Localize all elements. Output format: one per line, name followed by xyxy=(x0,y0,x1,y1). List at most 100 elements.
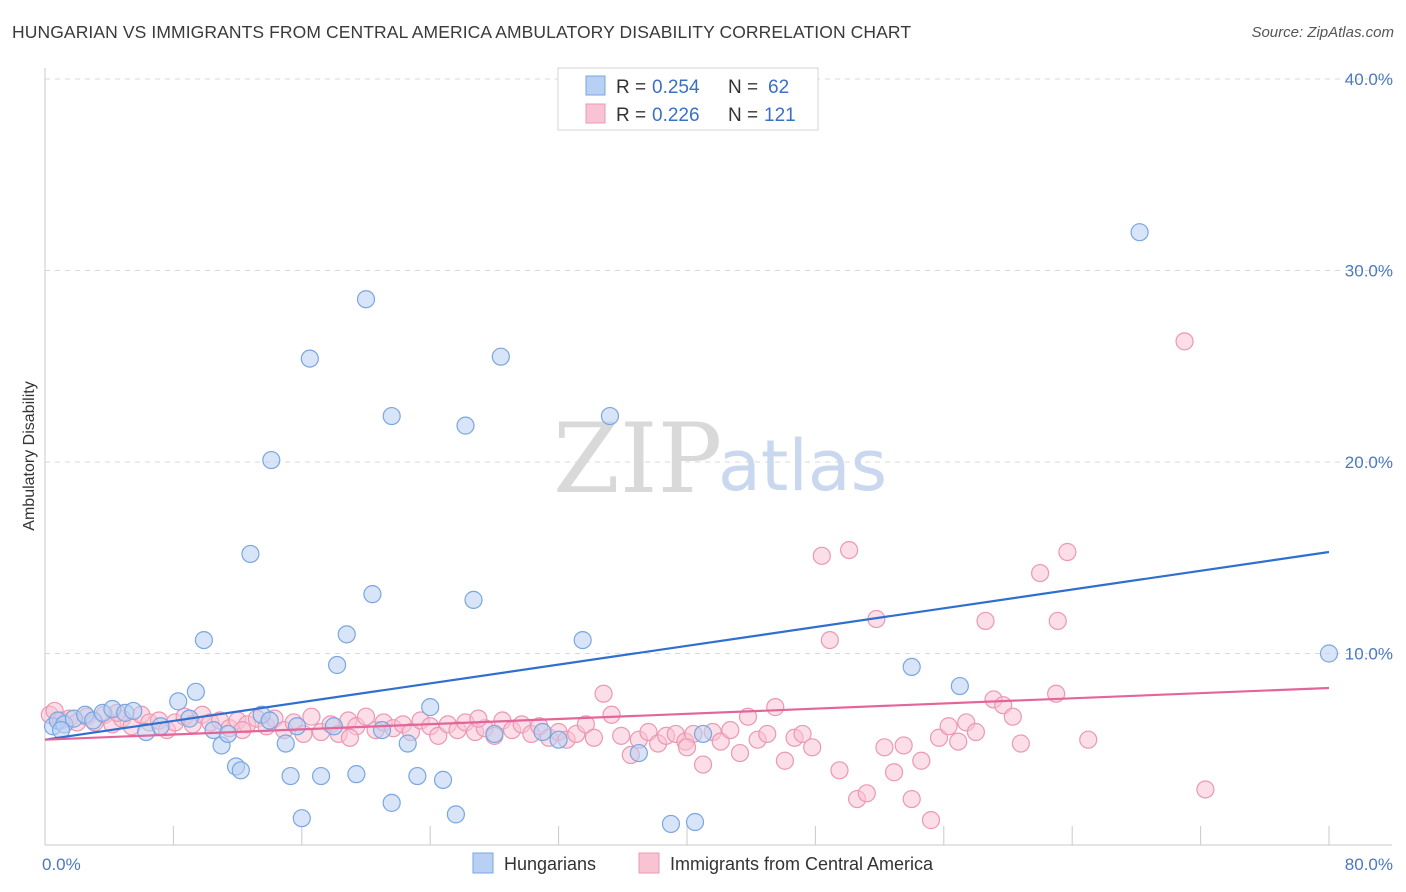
hungarian-point xyxy=(231,761,250,780)
hungarian-point xyxy=(629,743,648,763)
central-america-point xyxy=(1079,730,1098,749)
central-america-point xyxy=(340,728,360,747)
legend-n-label-1: N = xyxy=(728,77,758,98)
hungarian-point xyxy=(281,766,300,786)
x-tick-label-max: 80.0% xyxy=(1345,855,1393,874)
central-america-point xyxy=(1196,780,1215,799)
central-america-point xyxy=(803,738,822,757)
hungarian-point xyxy=(902,657,921,677)
central-america-point xyxy=(356,707,376,726)
central-america-point xyxy=(812,546,831,565)
hungarian-point xyxy=(356,290,376,309)
y-tick-label-10: 10.0% xyxy=(1345,645,1393,664)
legend-r-value-2: 0.226 xyxy=(652,105,700,126)
hungarian-point xyxy=(464,590,483,609)
hungarian-point xyxy=(456,416,475,435)
central-america-point xyxy=(1003,707,1022,726)
grid-lines xyxy=(45,78,1392,654)
hungarian-point xyxy=(194,630,213,650)
y-tick-label-30: 30.0% xyxy=(1345,262,1393,281)
central-america-point xyxy=(884,763,904,782)
hungarian-point xyxy=(382,793,401,812)
hungarian-point xyxy=(337,625,356,644)
central-america-point xyxy=(584,728,604,747)
central-america-point xyxy=(820,630,839,650)
hungarian-point xyxy=(347,765,366,784)
central-america-point xyxy=(894,736,913,755)
hungarian-point xyxy=(287,717,307,736)
bottom-legend-swatch-hungarians xyxy=(472,852,494,874)
y-tick-labels: 10.0% 20.0% 30.0% 40.0% xyxy=(1345,70,1393,664)
central-america-point xyxy=(793,724,812,744)
legend-n-value-2: 121 xyxy=(764,105,796,126)
hungarian-point xyxy=(169,692,188,711)
central-america-point xyxy=(976,611,995,631)
hungarian-point xyxy=(276,734,295,753)
hungarian-point xyxy=(1319,644,1339,663)
hungarian-point xyxy=(485,724,504,744)
legend-swatch-hungarians xyxy=(585,75,606,96)
legend-swatch-central-america xyxy=(585,103,606,124)
hungarian-point xyxy=(421,698,440,717)
legend-r-label-1: R = xyxy=(616,77,646,98)
hungarian-point xyxy=(661,814,681,834)
points-hungarians xyxy=(43,223,1339,834)
bottom-legend-label-hungarians: Hungarians xyxy=(504,854,596,874)
central-america-point xyxy=(758,724,777,744)
hungarian-point xyxy=(218,724,238,744)
legend-n-value-1: 62 xyxy=(768,77,789,98)
hungarian-point xyxy=(300,349,319,368)
bottom-legend: Hungarians Immigrants from Central Ameri… xyxy=(472,852,934,874)
legend-r-value-1: 0.254 xyxy=(652,77,700,98)
hungarian-point xyxy=(533,722,552,742)
central-america-point xyxy=(939,717,958,736)
central-america-point xyxy=(766,698,785,717)
y-tick-label-20: 20.0% xyxy=(1345,453,1393,472)
hungarian-point xyxy=(328,655,347,675)
central-america-point xyxy=(612,726,631,745)
central-america-point xyxy=(594,684,613,703)
watermark-atlas: atlas xyxy=(718,425,887,507)
hungarian-point xyxy=(491,347,510,366)
hungarian-point xyxy=(151,717,170,736)
central-america-point xyxy=(576,715,595,734)
hungarian-point xyxy=(324,717,343,736)
hungarian-point xyxy=(408,766,427,786)
legend-r-label-2: R = xyxy=(616,105,646,126)
central-america-point xyxy=(857,784,876,803)
hungarian-point xyxy=(950,676,969,696)
hungarian-point xyxy=(372,720,392,740)
hungarian-point xyxy=(124,701,143,721)
hungarian-point xyxy=(311,766,331,786)
correlation-legend: R = 0.254 N = 62 R = 0.226 N = 121 xyxy=(557,67,819,131)
hungarian-point xyxy=(446,805,465,824)
central-america-point xyxy=(875,738,894,757)
central-america-point xyxy=(830,761,849,780)
hungarian-point xyxy=(549,730,568,749)
hungarian-point xyxy=(186,682,205,701)
bottom-legend-label-central-america: Immigrants from Central America xyxy=(670,854,934,874)
trend-line-central-america xyxy=(44,686,1330,741)
central-america-point xyxy=(693,755,713,774)
hungarian-point xyxy=(382,406,401,426)
central-america-point xyxy=(721,720,740,740)
trend-lines xyxy=(44,550,1330,741)
central-america-point xyxy=(921,811,941,830)
central-america-point xyxy=(1175,332,1194,351)
hungarian-point xyxy=(685,812,705,832)
y-tick-label-40: 40.0% xyxy=(1345,70,1393,89)
central-america-point xyxy=(1030,563,1050,583)
hungarian-point xyxy=(693,724,713,744)
hungarian-point xyxy=(260,711,279,730)
central-america-point xyxy=(1048,611,1067,631)
central-america-point xyxy=(469,709,488,728)
hungarian-point xyxy=(433,770,453,789)
hungarian-point xyxy=(363,585,382,604)
trend-line-hungarians xyxy=(44,550,1330,741)
central-america-point xyxy=(677,738,697,757)
hungarian-point xyxy=(241,544,260,564)
central-america-point xyxy=(912,751,931,770)
central-america-point xyxy=(966,722,986,742)
watermark-zip: ZIP xyxy=(553,403,722,515)
